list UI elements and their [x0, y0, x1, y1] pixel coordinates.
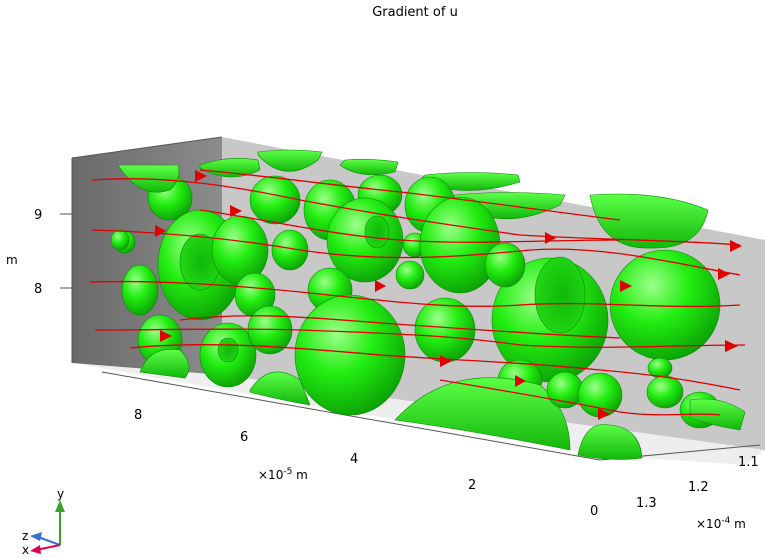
x-tick-label: 6 [240, 430, 248, 445]
triad-x-label: x [22, 543, 29, 557]
y-axis-unit: m [6, 253, 18, 267]
x-tick-label: 8 [134, 408, 142, 423]
y-axis: 9 8 m [6, 208, 72, 297]
y-tick-label: 8 [34, 282, 42, 297]
x-axis: 8 6 4 2 0 ×10-5 m [134, 408, 598, 519]
triad-z-label: z [22, 529, 28, 543]
z-tick-label: 1.2 [688, 480, 709, 495]
z-axis: 1.1 1.2 1.3 ×10-4 m [636, 455, 759, 531]
triad-y-label: y [57, 487, 64, 501]
isosurface-group [110, 149, 746, 460]
y-tick-label: 9 [34, 208, 42, 223]
streamline-group [89, 169, 746, 416]
x-tick-label: 0 [590, 504, 598, 519]
streamline-arrowheads [155, 170, 742, 420]
z-tick-label: 1.1 [738, 455, 759, 470]
x-axis-unit: ×10-5 m [258, 467, 308, 482]
x-tick-label: 4 [350, 452, 358, 467]
plot-title: Gradient of u [372, 5, 458, 20]
z-axis-unit: ×10-4 m [696, 516, 746, 531]
x-tick-label: 2 [468, 478, 476, 493]
z-tick-label: 1.3 [636, 496, 657, 511]
orientation-triad: y z x [22, 487, 65, 557]
